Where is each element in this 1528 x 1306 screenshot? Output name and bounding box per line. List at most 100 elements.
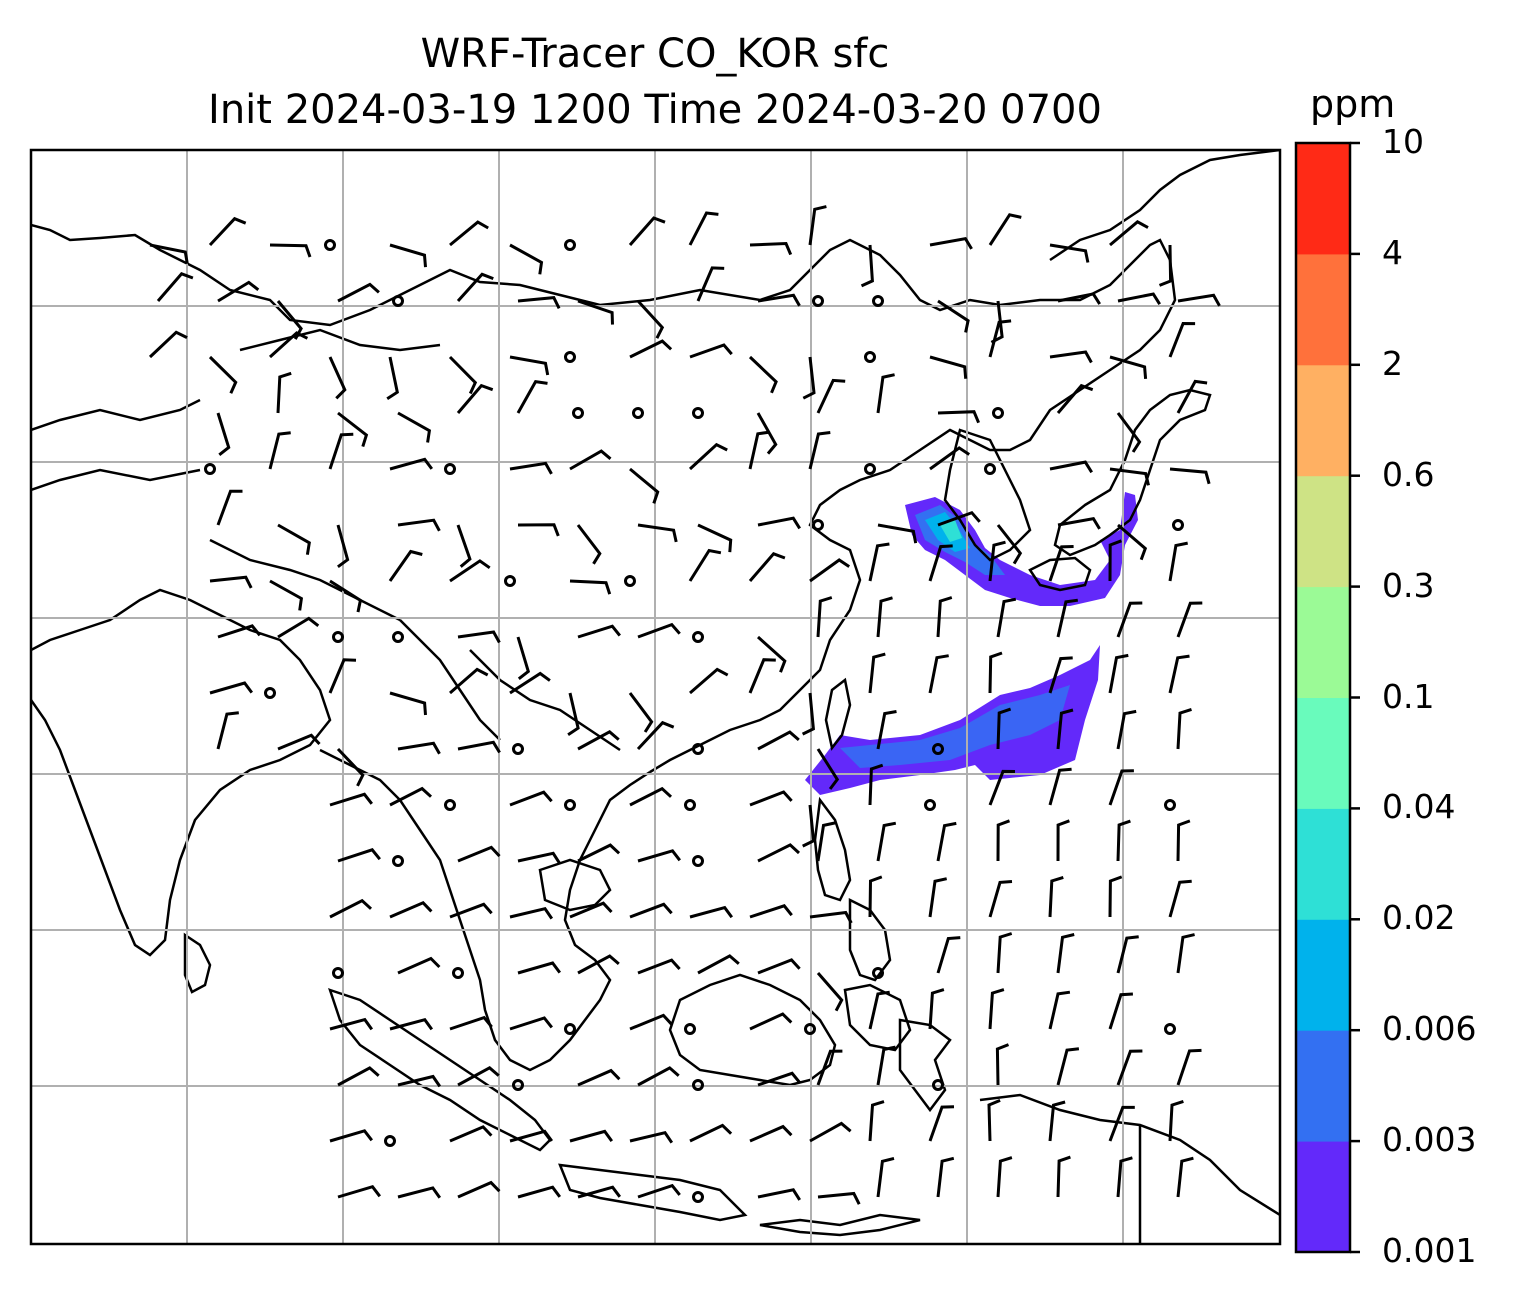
wind-barb-calm	[872, 967, 884, 979]
gridlines	[31, 150, 1280, 1244]
wind-barb	[388, 549, 423, 582]
wind-barb-calm	[512, 1079, 524, 1091]
wind-barb	[748, 658, 776, 694]
wind-barb	[1109, 467, 1150, 486]
wind-barb-calm	[444, 463, 456, 475]
wind-barb	[688, 442, 728, 471]
wind-barb	[995, 1043, 1010, 1086]
wind-barb	[689, 1123, 733, 1143]
wind-barb	[269, 579, 304, 611]
wind-barb	[449, 220, 489, 247]
wind-barb	[688, 548, 722, 582]
colorbar-tick-label: 0.006	[1382, 1009, 1477, 1049]
wind-barb	[928, 988, 945, 1030]
wind-barb	[577, 843, 621, 863]
wind-barb	[516, 379, 548, 414]
wind-barb	[1049, 243, 1090, 263]
wind-barb	[397, 518, 441, 532]
wind-barb	[936, 1156, 955, 1198]
wind-barb	[936, 596, 953, 638]
wind-barb-calm	[204, 463, 216, 475]
wind-barb	[816, 821, 836, 862]
colorbar-tick-label: 0.003	[1382, 1120, 1477, 1160]
wind-barb	[816, 596, 833, 638]
wind-barb	[629, 1013, 673, 1031]
wind-barb	[156, 272, 194, 302]
wind-barb	[389, 691, 427, 716]
wind-barb	[928, 1105, 955, 1142]
wind-barb	[456, 272, 494, 303]
colorbar-unit-label: ppm	[1310, 82, 1396, 126]
wind-barb	[457, 740, 501, 754]
wind-barb-calm	[572, 407, 584, 419]
wind-barb	[1056, 383, 1094, 414]
wind-barb	[868, 1100, 885, 1142]
wind-barb	[509, 671, 551, 695]
wind-barb	[216, 711, 239, 750]
wind-barb	[988, 769, 1016, 806]
wind-barb	[1116, 1156, 1133, 1198]
wind-barb	[996, 524, 1023, 565]
wind-barb	[757, 293, 801, 307]
colorbar-segment	[1296, 697, 1350, 809]
wind-barb	[756, 412, 778, 455]
wind-barb	[149, 243, 189, 265]
wind-barb	[336, 524, 350, 569]
wind-barb	[988, 540, 1006, 582]
wind-barb	[1048, 767, 1072, 806]
wind-barb	[397, 956, 441, 975]
wind-barb	[389, 243, 427, 268]
wind-barb	[569, 1129, 614, 1143]
wind-barb	[749, 241, 793, 256]
wind-barb	[689, 905, 734, 919]
wind-barb	[386, 356, 399, 400]
wind-barb-calm	[692, 743, 704, 755]
wind-barb	[876, 821, 897, 862]
colorbar-segment	[1296, 808, 1350, 920]
wind-barb	[629, 339, 673, 359]
wind-barb	[809, 558, 851, 583]
wind-barb	[456, 383, 494, 414]
wind-barb	[269, 243, 312, 258]
wind-barb	[868, 652, 886, 694]
colorbar-segment	[1296, 253, 1350, 366]
wind-barb	[929, 236, 973, 250]
wind-barb	[1049, 350, 1093, 364]
wind-barb	[1048, 545, 1074, 582]
tracer-plume-east-china-sea	[805, 645, 1100, 795]
wind-barb	[389, 786, 433, 807]
wind-barb	[876, 1045, 896, 1086]
wind-barb	[688, 211, 719, 246]
wind-barb	[928, 544, 953, 582]
wind-barb	[996, 707, 1012, 750]
wind-barb	[749, 1124, 793, 1143]
wind-barb	[569, 579, 612, 595]
wind-barb-calm	[392, 631, 404, 643]
wind-barb	[1049, 460, 1093, 474]
wind-barb	[517, 296, 561, 310]
colorbar-tick-label: 2	[1382, 343, 1403, 383]
colorbar-tick-label: 4	[1382, 232, 1403, 272]
wind-barb	[757, 1071, 801, 1087]
wind-barb	[876, 373, 895, 414]
wind-barb	[802, 356, 816, 400]
wind-barb-calm	[564, 239, 576, 251]
wind-barb	[329, 579, 363, 613]
wind-barb	[1048, 875, 1064, 918]
wind-barb	[757, 730, 800, 751]
wind-barb	[876, 710, 897, 750]
wind-barb	[629, 467, 660, 504]
wind-barb	[996, 1156, 1013, 1198]
wind-barb-calm	[632, 407, 644, 419]
wind-barb	[929, 446, 971, 471]
wind-barb-calm	[332, 967, 344, 979]
wind-barb	[697, 954, 740, 975]
wind-barb-calm	[692, 631, 704, 643]
wind-barb	[1048, 990, 1071, 1030]
wind-barb	[277, 733, 321, 751]
wind-barb	[217, 624, 261, 639]
wind-barb	[1176, 933, 1195, 974]
wind-barb	[276, 300, 303, 340]
wind-barb	[629, 902, 673, 919]
wind-barb-calm	[332, 631, 344, 643]
